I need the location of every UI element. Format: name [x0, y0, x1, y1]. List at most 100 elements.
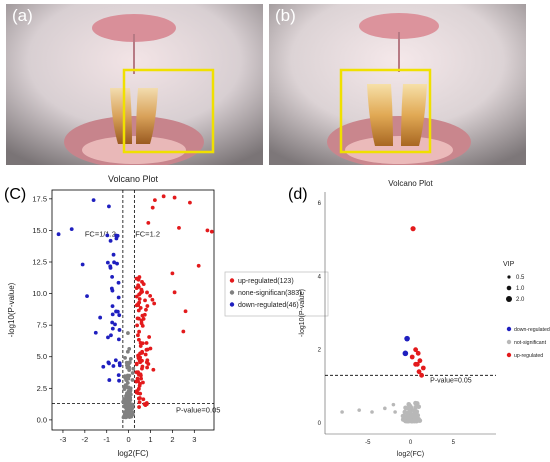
up-regulated-point — [136, 337, 141, 342]
down-regulated-point — [117, 328, 122, 332]
legend-marker-c — [229, 290, 235, 295]
down-regulated-point — [108, 238, 113, 243]
not-significant-point — [416, 404, 422, 410]
not-significant-point — [340, 410, 344, 414]
x-tick-label-c: 1 — [148, 435, 152, 444]
down-regulated-point — [111, 252, 116, 257]
down-regulated-point — [404, 335, 410, 342]
y-tick-label-c: 2.5 — [37, 384, 47, 393]
down-regulated-point — [107, 378, 112, 382]
up-regulated-point — [135, 316, 140, 321]
up-regulated-point — [188, 200, 192, 205]
up-regulated-point — [150, 205, 155, 210]
photo-panel-b: (b) — [269, 4, 526, 165]
up-regulated-point — [413, 347, 419, 353]
up-regulated-point — [151, 367, 156, 372]
none-significant-point — [127, 368, 132, 373]
up-regulated-point — [136, 356, 141, 360]
up-regulated-point — [137, 372, 141, 377]
down-regulated-point — [112, 260, 116, 265]
down-regulated-point — [115, 309, 120, 314]
up-regulated-point — [150, 297, 155, 302]
down-regulated-point — [91, 198, 96, 203]
legend-color-marker-d — [506, 339, 512, 345]
y-tick-label-c: 5.0 — [37, 352, 47, 361]
y-tick-label-d: 2 — [318, 348, 322, 354]
none-significant-point — [128, 357, 133, 361]
down-regulated-point — [109, 333, 113, 338]
up-regulated-point — [141, 380, 145, 385]
up-regulated-point — [144, 307, 148, 312]
x-tick-label-d: -5 — [365, 440, 371, 446]
up-regulated-point — [145, 347, 150, 352]
y-tick-label-c: 10.0 — [32, 289, 47, 298]
down-regulated-point — [114, 236, 119, 241]
fc-high-label: FC=1.2 — [135, 230, 160, 239]
down-regulated-point — [117, 361, 122, 366]
down-regulated-point — [116, 295, 121, 300]
up-regulated-point — [146, 220, 151, 225]
down-regulated-point — [402, 350, 409, 357]
data-points-d — [340, 226, 426, 424]
rat-incisor-photo-b — [269, 4, 526, 165]
legend-size-label-d: 0.5 — [516, 275, 525, 281]
down-regulated-point — [106, 335, 110, 340]
up-regulated-point — [137, 329, 142, 334]
y-axis-label-c: -log10(P-value) — [7, 282, 16, 337]
up-regulated-point — [415, 350, 421, 356]
y-tick-label-d: 6 — [318, 201, 322, 207]
none-significant-point — [123, 355, 127, 360]
p-value-label-d: P-value=0.05 — [430, 378, 472, 385]
up-regulated-point — [177, 225, 181, 230]
down-regulated-point — [80, 262, 85, 267]
up-regulated-point — [136, 379, 140, 384]
panel-label-a: (a) — [12, 6, 33, 25]
down-regulated-point — [111, 364, 116, 368]
down-regulated-point — [113, 358, 118, 363]
not-significant-point — [393, 410, 397, 414]
none-significant-point — [126, 331, 130, 335]
plot-frame-c — [51, 189, 215, 431]
up-regulated-point — [420, 365, 426, 371]
down-regulated-point — [106, 360, 111, 365]
down-regulated-point — [109, 286, 114, 291]
up-regulated-point — [134, 389, 139, 394]
down-regulated-point — [116, 373, 121, 378]
legend-color-label-d: not-significant — [514, 340, 547, 346]
up-regulated-point — [414, 361, 420, 367]
legend-size-label-d: 1.0 — [516, 286, 525, 292]
p-value-label-c: P-value=0.05 — [176, 405, 220, 414]
down-regulated-point — [110, 326, 115, 331]
y-tick-label-c: 12.5 — [32, 258, 47, 267]
panel-label-d: (d) — [288, 186, 308, 203]
y-tick-label-c: 7.5 — [37, 321, 47, 330]
chart-title-c: Volcano Plot — [108, 174, 159, 184]
up-regulated-point — [137, 405, 141, 409]
down-regulated-point — [110, 312, 115, 317]
legend-color-marker-d — [506, 326, 512, 332]
up-regulated-point — [136, 302, 140, 307]
up-regulated-point — [134, 286, 139, 290]
legend-color-marker-d — [506, 352, 512, 358]
not-significant-point — [407, 409, 413, 415]
data-points-c — [56, 194, 214, 420]
up-regulated-point — [137, 396, 142, 400]
up-regulated-point — [143, 298, 147, 303]
x-tick-label-d: 5 — [452, 440, 456, 446]
down-regulated-point — [110, 304, 115, 309]
legend-c: up-regulated(123) none-significan(383) dow… — [224, 271, 329, 317]
up-regulated-point — [138, 391, 143, 396]
up-regulated-point — [148, 346, 153, 351]
none-significant-point — [124, 383, 128, 388]
legend-marker-c — [229, 278, 235, 283]
none-significant-point — [130, 371, 135, 375]
up-regulated-point — [141, 282, 146, 287]
up-regulated-point — [137, 297, 142, 301]
up-regulated-point — [138, 360, 143, 365]
not-significant-point — [370, 410, 374, 414]
legend-size-marker-d — [506, 285, 512, 291]
x-tick-label-c: 3 — [192, 435, 196, 444]
up-regulated-point — [136, 277, 141, 282]
x-axis-label-d: log2(FC) — [397, 451, 424, 458]
